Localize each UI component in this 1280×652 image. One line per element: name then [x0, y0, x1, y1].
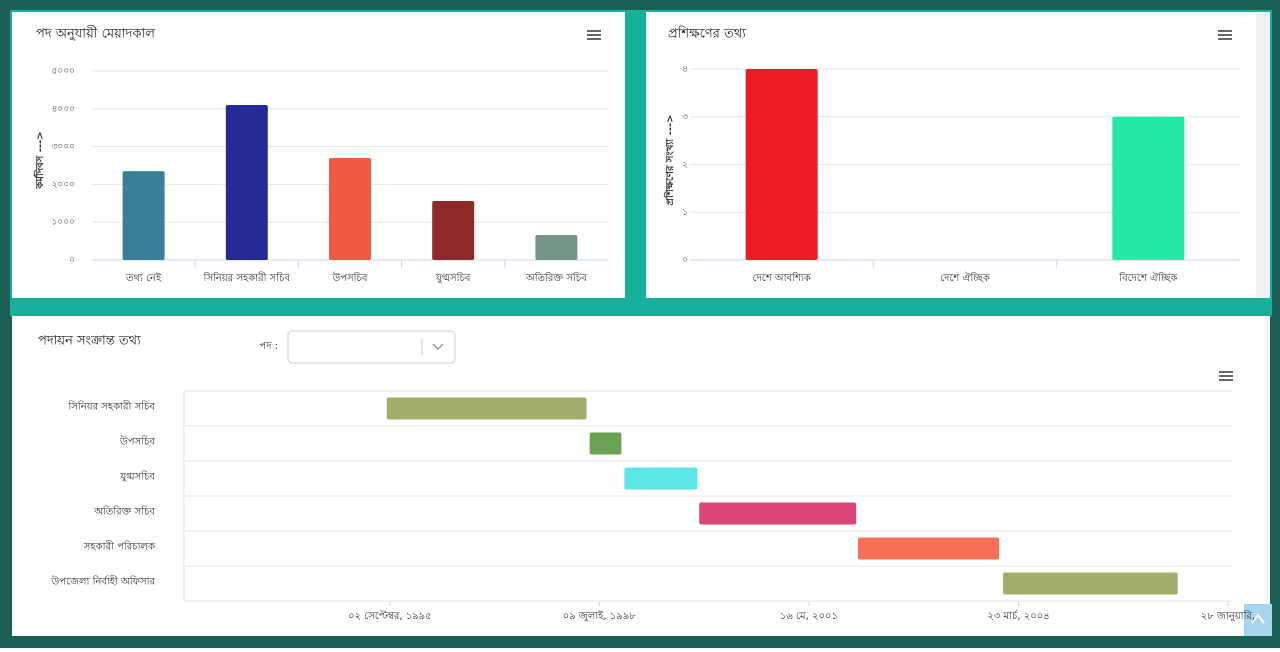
x-tick-label: উপসচিব: [331, 271, 367, 284]
bar: [329, 157, 371, 260]
y-tick-label: ৪০০০: [52, 104, 75, 114]
x-tick-label: ২৮ জানুয়ারি,: [1201, 610, 1255, 622]
bar: [432, 201, 475, 260]
bar: [122, 171, 165, 260]
gantt-bar: [857, 537, 1000, 560]
x-tick-label: দেশে আবশ্যিক: [753, 272, 812, 284]
y-tick-label: সহকারী পরিচালক: [83, 540, 156, 553]
y-tick-label: অতিরিক্ত সচিব: [93, 506, 155, 518]
y-tick-label: ৩০০০: [52, 142, 75, 152]
y-tick-label: উপজেলা নির্বাহী অফিসার: [51, 575, 156, 588]
y-tick-label: ২০০০: [52, 180, 75, 190]
bar: [225, 105, 268, 261]
chart-title: প্রশিক্ষণের তথ্য: [668, 26, 746, 42]
y-axis-label: প্রশিক্ষণের সংখ্যা --->: [663, 115, 676, 206]
x-tick-label: অতিরিক্ত সচিব: [525, 272, 587, 284]
y-tick-label: ৫০০০: [52, 67, 75, 77]
chart-title: পদ অনুযায়ী মেয়াদকাল: [36, 26, 155, 42]
bar: [745, 69, 818, 260]
gantt-bar: [624, 467, 698, 490]
gantt-bar: [386, 397, 587, 420]
x-tick-label: ০২ সেপ্টেম্বর, ১৯৯৫: [348, 610, 432, 622]
x-tick-label: দেশে ঐচ্ছিক: [940, 272, 991, 284]
menu-icon[interactable]: [587, 30, 601, 40]
y-tick-label: ১০০০: [52, 218, 75, 228]
panel: [12, 12, 625, 298]
y-tick-label: উপসচিব: [119, 435, 155, 448]
gantt-bar: [589, 432, 622, 455]
x-tick-label: যুগ্মসচিব: [435, 272, 471, 284]
x-tick-label: ১৬ মে, ২০০১: [780, 611, 838, 622]
x-tick-label: বিদেশে ঐচ্ছিক: [1118, 272, 1178, 284]
menu-icon[interactable]: [1218, 30, 1232, 40]
y-axis-label: কর্মদিবস --->: [33, 131, 46, 189]
scroll-top-button[interactable]: [1244, 604, 1272, 636]
menu-icon[interactable]: [1219, 371, 1233, 381]
y-tick-label: ১: [682, 208, 688, 218]
gantt-bar: [699, 502, 857, 525]
bar: [1112, 116, 1185, 260]
y-tick-label: ৩: [682, 112, 688, 122]
dropdown[interactable]: [287, 330, 456, 364]
x-tick-label: ২৩ মার্চ, ২০০৪: [987, 610, 1049, 622]
y-tick-label: ০: [69, 256, 75, 266]
y-tick-label: ২: [682, 160, 688, 170]
x-tick-label: ০৯ জুলাই, ১৯৯৮: [563, 610, 636, 622]
y-tick-label: ৪: [682, 65, 688, 75]
bar: [535, 235, 578, 260]
x-tick-label: তথ্য নেই: [125, 272, 162, 284]
chart-title: পদায়ন সংক্রান্ত তথ্য: [38, 334, 141, 349]
scrollbar: [1256, 12, 1270, 298]
y-tick-label: সিনিয়র সহকারী সচিব: [67, 400, 155, 413]
filter-label: পদ :: [259, 341, 278, 352]
y-tick-label: ০: [682, 256, 688, 266]
y-tick-label: যুগ্মসচিব: [120, 471, 156, 483]
x-tick-label: সিনিয়র সহকারী সচিব: [203, 271, 291, 284]
gantt-bar: [1003, 572, 1178, 595]
